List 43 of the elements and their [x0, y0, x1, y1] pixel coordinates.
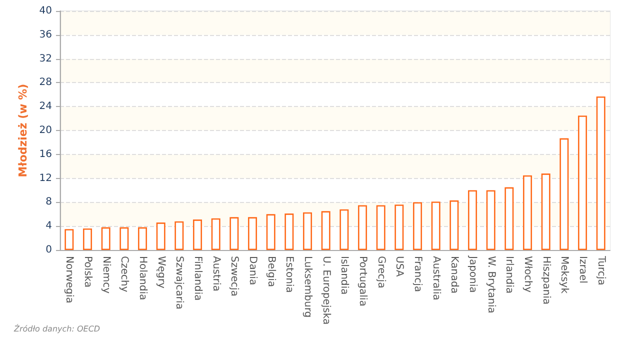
text: Źródło danych: OECD	[13, 324, 100, 334]
y-tick-label: 16	[39, 148, 52, 160]
x-tick-label: Izrael	[577, 256, 588, 284]
y-axis-title: Młodzież (w %)	[16, 84, 30, 178]
x-tick-label: Holandia	[137, 256, 148, 300]
y-tick-label: 36	[39, 29, 52, 40]
x-tick-label: Szwajcaria	[174, 256, 185, 310]
y-tick-label: 40	[39, 6, 52, 16]
x-tick-label: Niemcy	[100, 256, 112, 294]
x-tick-label: W. Brytania	[485, 256, 496, 314]
x-tick-label: Meksyk	[558, 256, 570, 294]
y-tick-label: 28	[39, 77, 52, 88]
x-tick-label: Francja	[412, 256, 423, 292]
y-tick-label: 24	[39, 101, 52, 112]
x-tick-label: Węgry	[155, 256, 166, 288]
x-tick-label: Estonia	[284, 256, 295, 293]
x-tick-label: Islandia	[338, 256, 350, 295]
y-tick-label: 4	[46, 220, 52, 232]
x-tick-label: USA	[394, 256, 405, 277]
x-tick-label: Belgia	[265, 256, 276, 288]
x-tick-label: Kanada	[448, 256, 460, 294]
x-tick-label: Grecja	[375, 256, 386, 288]
x-tick-label: Dania	[247, 256, 258, 286]
y-tick-label: 12	[39, 172, 52, 184]
y-tick-label: 32	[39, 53, 52, 64]
x-tick-label: U. Europejska	[320, 256, 332, 325]
x-tick-label: Polska	[82, 256, 93, 288]
x-tick-label: Luksemburg	[302, 256, 313, 318]
x-tick-label: Australia	[430, 256, 442, 300]
x-tick-label: Norwegia	[64, 256, 75, 304]
x-tick-label: Irlandia	[504, 256, 515, 294]
y-tick-label: 0	[46, 244, 52, 256]
x-tick-label: Finlandia	[192, 256, 203, 301]
y-tick-label: 20	[39, 125, 52, 136]
x-tick-label: Japonia	[467, 255, 478, 293]
y-tick-label: 8	[46, 196, 52, 208]
x-tick-label: Włochy	[522, 256, 533, 293]
x-tick-label: Turcja	[595, 255, 606, 286]
x-tick-label: Portugalia	[357, 256, 368, 306]
x-tick-label: Czechy	[118, 256, 130, 292]
x-tick-label: Hiszpania	[540, 256, 552, 304]
x-tick-label: Austria	[210, 256, 222, 292]
x-tick-label: Szwecja	[228, 256, 240, 296]
